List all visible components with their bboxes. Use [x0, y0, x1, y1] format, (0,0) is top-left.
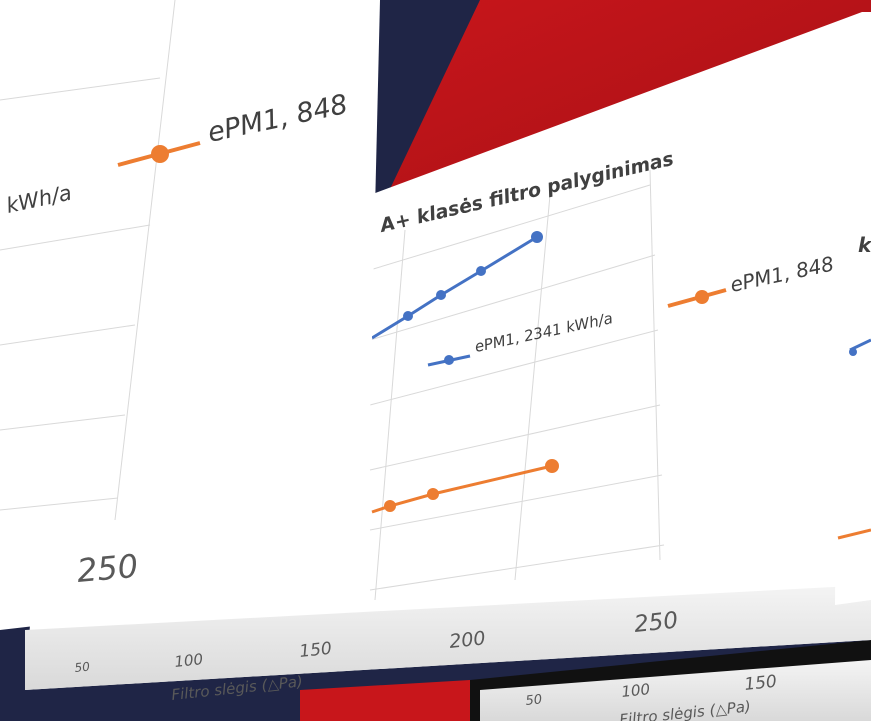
grid	[0, 0, 176, 521]
x-tick-label: 100	[174, 650, 204, 671]
axis-strip	[25, 585, 871, 690]
legend-swatch	[444, 355, 454, 365]
x-tick-label: 100	[621, 680, 651, 701]
orange-line	[837, 528, 871, 540]
x-tick-label: 150	[298, 639, 332, 662]
blue-markers	[403, 231, 543, 321]
grid	[369, 169, 665, 601]
x-tick-label: 200	[448, 627, 486, 653]
legend-swatch	[151, 145, 169, 163]
orange-markers	[384, 459, 559, 512]
red-shape	[300, 680, 470, 721]
x-tick-label: 150	[743, 672, 777, 695]
blue-marker	[849, 348, 857, 356]
x-tick-label: 50	[74, 659, 91, 675]
orange-line	[371, 464, 553, 514]
left-slide	[0, 0, 380, 630]
axis-strip	[480, 660, 871, 721]
legend-partial: k	[858, 233, 871, 257]
x-tick-label: 250	[633, 608, 679, 638]
x-tick-label: 50	[525, 692, 543, 709]
legend-swatch	[695, 290, 709, 304]
x-tick-label: 250	[75, 547, 139, 590]
right-slide	[835, 228, 871, 605]
